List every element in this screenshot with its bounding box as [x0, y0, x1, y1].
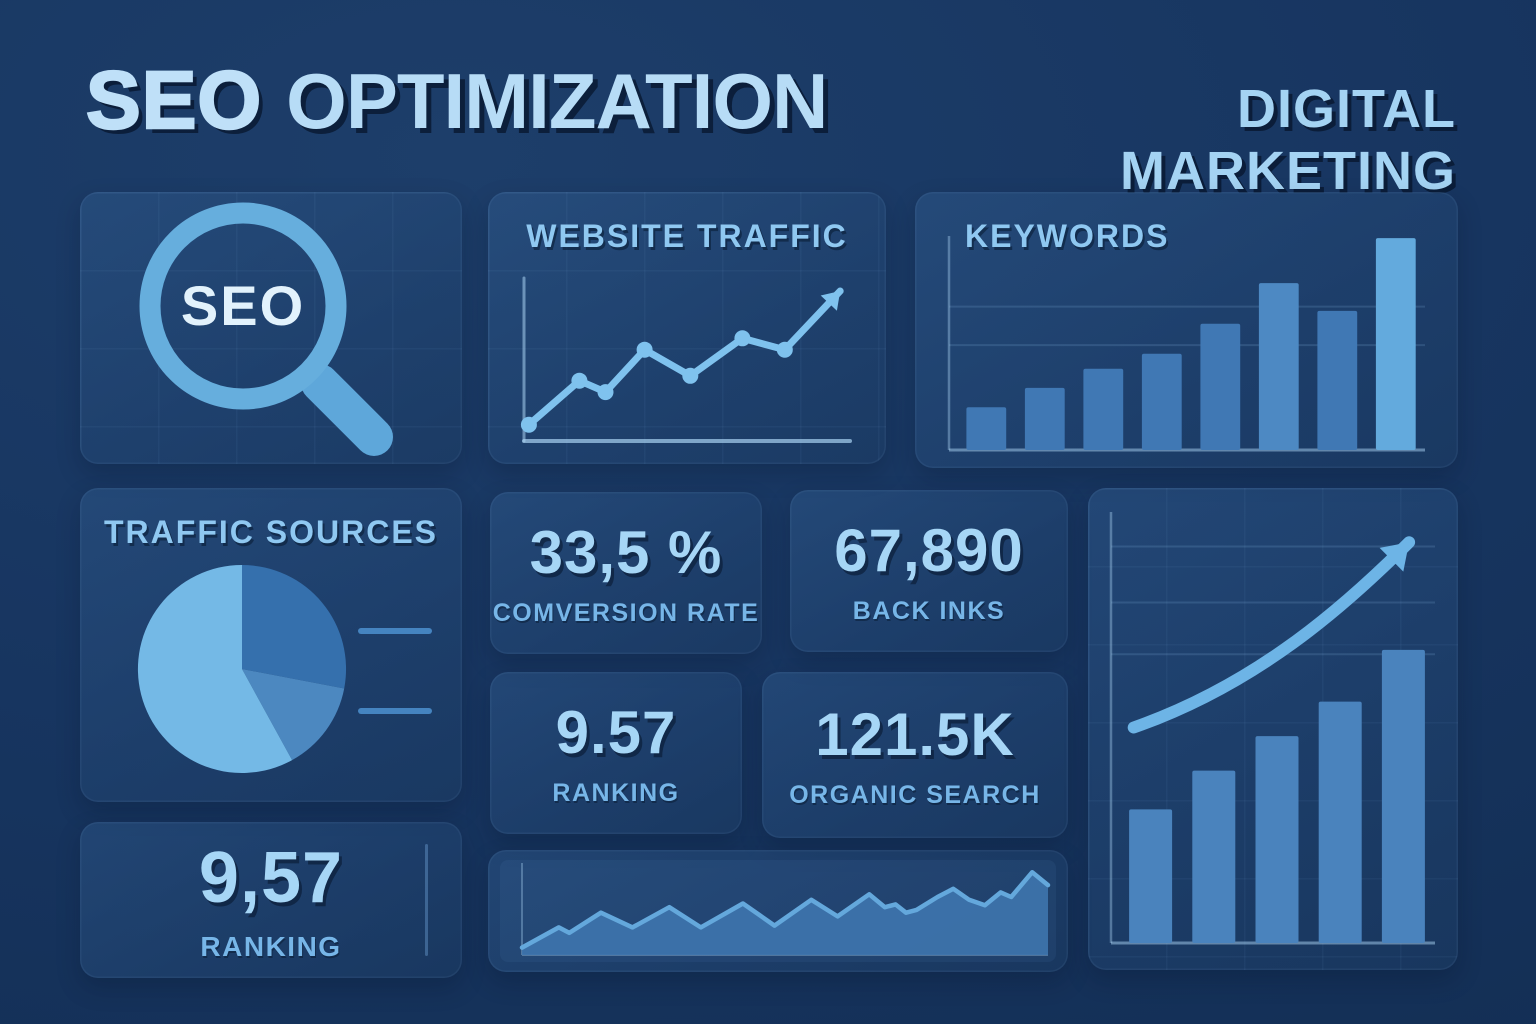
activity-sparkline-card	[488, 850, 1068, 972]
activity-area-chart	[519, 863, 1051, 956]
website-traffic-line-chart	[520, 276, 852, 443]
conversion-rate-value: 33,5 %	[529, 519, 723, 586]
seo-icon-card: SEO	[80, 192, 462, 464]
growth-bar-chart	[1109, 512, 1435, 945]
backlinks-card: 67,890 BACK INKS	[790, 490, 1068, 652]
growth-chart-card	[1088, 488, 1458, 970]
traffic-sources-card: TRAFFIC SOURCES	[80, 488, 462, 802]
organic-search-card: 121.5K ORGANIC SEARCH	[762, 672, 1068, 838]
page-title-seo: SEO	[85, 54, 263, 148]
backlinks-value: 67,890	[834, 517, 1024, 584]
organic-search-label: ORGANIC SEARCH	[789, 781, 1041, 809]
seo-magnifier-icon: SEO	[139, 202, 393, 456]
traffic-sources-title: TRAFFIC SOURCES	[104, 514, 438, 550]
seo-badge-text: SEO	[181, 274, 305, 337]
vertical-divider	[425, 844, 428, 956]
page-title: SEO OPTIMIZATION	[85, 54, 829, 148]
ranking-big-value: 9,57	[198, 838, 344, 918]
pie-legend-dash-2	[358, 708, 432, 714]
keywords-bar-chart	[947, 236, 1425, 452]
keywords-card: KEYWORDS	[915, 192, 1458, 468]
website-traffic-title: WEBSITE TRAFFIC	[526, 218, 848, 254]
page-title-digital-marketing: DIGITAL MARKETING	[1120, 79, 1456, 201]
ranking-big-label: RANKING	[200, 931, 342, 962]
keywords-title: KEYWORDS	[965, 218, 1170, 254]
backlinks-label: BACK INKS	[852, 597, 1006, 625]
website-traffic-card: WEBSITE TRAFFIC	[488, 192, 886, 464]
ranking-card: 9.57 RANKING	[490, 672, 742, 834]
conversion-rate-label: COMVERSION RATE	[492, 599, 760, 627]
page-title-optimization: OPTIMIZATION	[286, 57, 828, 145]
ranking-big-card: 9,57 RANKING	[80, 822, 462, 978]
ranking-label: RANKING	[552, 779, 680, 807]
traffic-sources-pie-chart	[137, 564, 347, 773]
conversion-rate-card: 33,5 % COMVERSION RATE	[490, 492, 762, 654]
pie-legend-dash-1	[358, 628, 432, 634]
ranking-value: 9.57	[555, 699, 677, 766]
organic-search-value: 121.5K	[815, 701, 1015, 768]
